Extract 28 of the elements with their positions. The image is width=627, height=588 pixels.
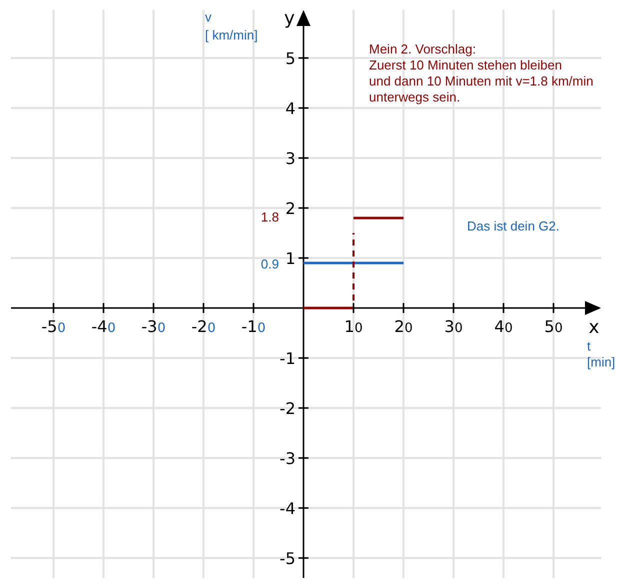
x-tick-label: -40 (91, 317, 116, 336)
y-tick-label: 2 (285, 199, 296, 218)
y-tick-label: -1 (280, 349, 296, 368)
annotation: v [ km/min] (205, 10, 258, 42)
x-axis-title: x (588, 317, 600, 338)
x-tick-label: 20 (394, 317, 413, 336)
x-tick-label: 40 (494, 317, 513, 336)
y-tick-label: 5 (285, 49, 296, 68)
x-tick-label: -50 (41, 317, 66, 336)
x-tick-label: 30 (444, 317, 463, 336)
x-tick-label: -10 (241, 317, 266, 336)
x-tick-label: -20 (191, 317, 216, 336)
annotation: Das ist dein G2. (467, 218, 560, 234)
y-tick-label: 3 (285, 149, 296, 168)
annotation: 0.9 (260, 256, 279, 272)
y-tick-label: -5 (280, 549, 296, 568)
y-tick-label: -2 (280, 399, 296, 418)
y-axis-title: y (284, 8, 296, 29)
y-tick-label: 1 (285, 249, 296, 268)
y-tick-label: 4 (285, 99, 296, 118)
annotation: t [min] (587, 338, 616, 370)
x-tick-label: 10 (344, 317, 363, 336)
y-tick-label: -4 (280, 499, 296, 518)
y-tick-label: -3 (280, 449, 296, 468)
annotation: 1.8 (260, 210, 279, 224)
annotation: Mein 2. Vorschlag: Zuerst 10 Minuten stehen bleiben und dann 10 Minuten mit v=1.8 km/min unterwegs sein. (369, 42, 594, 104)
x-tick-label: 50 (544, 317, 563, 336)
x-tick-label: -30 (141, 317, 166, 336)
